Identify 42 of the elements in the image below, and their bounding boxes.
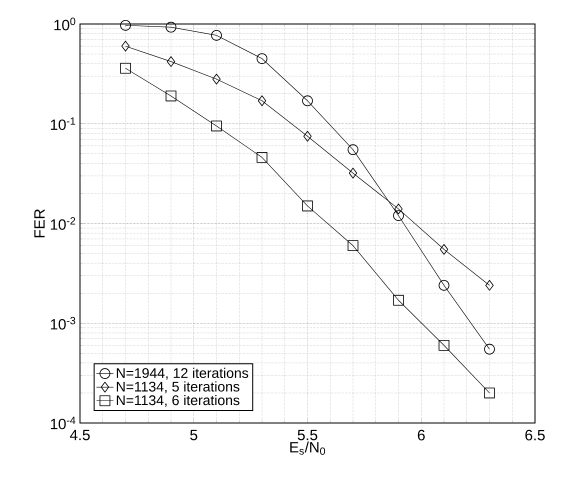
point <box>256 53 268 64</box>
point <box>120 20 131 31</box>
point <box>348 240 358 252</box>
point <box>302 95 313 106</box>
point <box>393 294 404 306</box>
x-tick-label: 6 <box>418 430 425 440</box>
point <box>438 280 450 291</box>
point <box>484 388 495 398</box>
y-tick-label: 10$^{-1}$ <box>50 117 76 130</box>
legend-label: N=1944, 12 iterations <box>116 368 248 380</box>
x-tick-label: 5.5 <box>298 430 318 440</box>
point <box>303 130 312 142</box>
point <box>348 168 358 178</box>
point <box>212 74 221 85</box>
point <box>120 62 131 74</box>
point <box>166 56 176 67</box>
point <box>302 200 313 212</box>
legend-label: N=1134, 5 iterations <box>116 381 240 394</box>
legend-label: N=1134, 6 iterations <box>116 394 240 407</box>
y-tick-label: 10$^{-3}$ <box>50 316 76 330</box>
point <box>484 344 495 355</box>
y-tick-label: 10$^{-2}$ <box>50 217 76 230</box>
point <box>440 244 448 255</box>
point <box>258 95 266 106</box>
point <box>348 144 358 156</box>
point <box>256 152 268 163</box>
point <box>485 280 494 291</box>
x-axis-title: E$_{s}$/N$_{0}$ <box>290 442 326 455</box>
y-tick-label: 10$^{-4}$ <box>50 416 76 430</box>
point <box>393 210 404 221</box>
x-tick-label: 5 <box>190 430 198 440</box>
point <box>166 22 176 33</box>
point <box>121 40 130 52</box>
point <box>211 120 222 132</box>
x-tick-label: 4.5 <box>70 430 90 440</box>
x-tick-label: 6.5 <box>525 430 545 440</box>
y-tick-label: 10$^{0}$ <box>54 18 76 30</box>
y-axis-title: FER <box>34 209 45 238</box>
point <box>211 30 222 41</box>
point <box>438 340 450 351</box>
point <box>394 204 403 214</box>
point <box>166 90 176 102</box>
